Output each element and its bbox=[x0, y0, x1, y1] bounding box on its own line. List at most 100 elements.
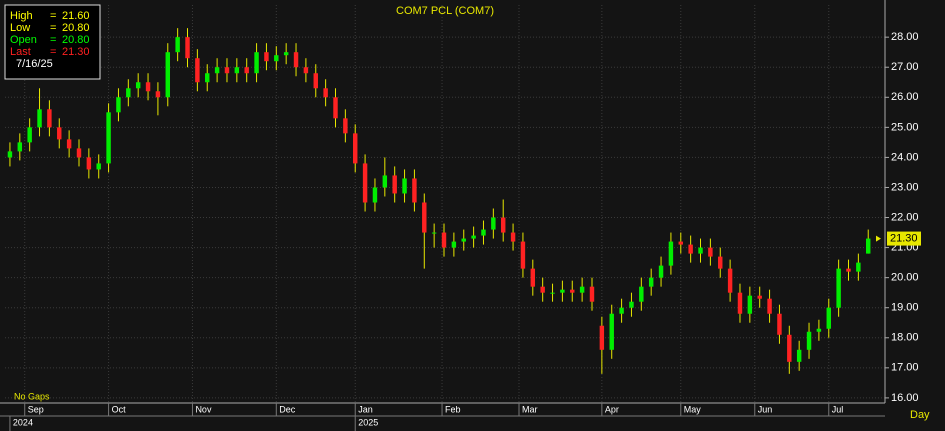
candle-body bbox=[244, 67, 249, 74]
candle-body bbox=[708, 247, 713, 257]
info-name: High bbox=[10, 10, 33, 22]
grid bbox=[5, 5, 885, 403]
candle-body bbox=[491, 217, 496, 230]
candle-body bbox=[599, 325, 605, 350]
candle-body bbox=[727, 268, 733, 293]
x-tick-label: Apr bbox=[605, 404, 619, 414]
candle-body bbox=[767, 298, 772, 314]
candle-body bbox=[106, 112, 111, 164]
candle-body bbox=[412, 178, 417, 203]
candle-body bbox=[402, 178, 407, 194]
info-box-frame bbox=[4, 4, 101, 80]
y-tick-label: 24.00 bbox=[891, 151, 919, 163]
candle-body bbox=[116, 97, 121, 113]
candle-body bbox=[737, 292, 743, 314]
candle-body bbox=[333, 97, 338, 119]
candle-body bbox=[787, 334, 792, 362]
x-tick-label: Feb bbox=[445, 404, 461, 414]
candle-body bbox=[441, 232, 447, 248]
candle-body bbox=[214, 67, 220, 74]
candle-body bbox=[757, 295, 762, 299]
candle-body bbox=[185, 37, 190, 59]
period-label: Day bbox=[910, 409, 930, 421]
candle-body bbox=[500, 217, 506, 233]
candle-body bbox=[96, 163, 101, 170]
x-tick-label: Sep bbox=[28, 404, 44, 414]
candle-body bbox=[579, 286, 585, 293]
candle-body bbox=[777, 313, 782, 335]
last-price-tag bbox=[887, 231, 921, 246]
candle-body bbox=[17, 142, 23, 152]
x-tick-label: Oct bbox=[112, 404, 127, 414]
candle-body bbox=[816, 328, 822, 332]
info-value: 21.60 bbox=[62, 10, 90, 22]
candle-body bbox=[639, 286, 644, 302]
x-tick-label: Jan bbox=[358, 404, 373, 414]
candle-body bbox=[481, 229, 486, 236]
candle-body bbox=[323, 88, 328, 98]
y-tick-label: 18.00 bbox=[891, 332, 919, 344]
candle-body bbox=[27, 127, 32, 143]
candle-body bbox=[126, 88, 131, 98]
x-tick-label: Jun bbox=[758, 404, 773, 414]
candle-body bbox=[747, 295, 753, 314]
candle-body bbox=[648, 277, 654, 287]
last-price-label: 21.30 bbox=[890, 232, 918, 244]
candle-body bbox=[560, 289, 565, 293]
candle-body bbox=[550, 292, 555, 294]
y-tick-label: 28.00 bbox=[891, 31, 919, 43]
candle-body bbox=[155, 91, 161, 98]
candle-body bbox=[806, 331, 812, 350]
candle-body bbox=[678, 241, 684, 245]
candle-body bbox=[205, 73, 210, 83]
info-name: Open bbox=[10, 34, 37, 46]
candle-body bbox=[718, 256, 723, 269]
candle-body bbox=[135, 82, 141, 89]
y-tick-label: 27.00 bbox=[891, 61, 919, 73]
candle-body bbox=[76, 148, 82, 158]
candle-body bbox=[826, 307, 831, 329]
candle-body bbox=[688, 244, 693, 254]
last-price-arrow bbox=[876, 235, 881, 242]
x-tick-label: Dec bbox=[279, 404, 296, 414]
candle-body bbox=[510, 232, 516, 242]
candle-body bbox=[283, 52, 289, 56]
info-date: 7/16/25 bbox=[16, 58, 53, 70]
candle-body bbox=[461, 238, 466, 242]
x-tick-label: Nov bbox=[195, 404, 212, 414]
y-tick-label: 20.00 bbox=[891, 272, 919, 284]
candle-body bbox=[392, 175, 397, 194]
candle-body bbox=[57, 127, 62, 140]
candle-body bbox=[698, 247, 703, 254]
y-tick-label: 26.00 bbox=[891, 91, 919, 103]
candle-body bbox=[431, 232, 437, 234]
info-name: Low bbox=[10, 22, 30, 34]
info-value: 20.80 bbox=[62, 34, 90, 46]
candle-body bbox=[37, 109, 42, 128]
y-tick-label: 22.00 bbox=[891, 211, 919, 223]
x-tick-label: Mar bbox=[522, 404, 538, 414]
candle-body bbox=[303, 67, 309, 74]
info-equals: = bbox=[50, 10, 56, 22]
year-label: 2025 bbox=[358, 417, 378, 427]
y-tick-label: 19.00 bbox=[891, 302, 919, 314]
y-tick-label: 23.00 bbox=[891, 181, 919, 193]
info-equals: = bbox=[50, 34, 56, 46]
x-tick-label: Jul bbox=[832, 404, 844, 414]
candle-body bbox=[86, 157, 92, 170]
candle-body bbox=[570, 289, 575, 293]
candle-body bbox=[7, 151, 13, 158]
candle-body bbox=[195, 58, 200, 83]
candle-body bbox=[471, 235, 476, 239]
candle-body bbox=[796, 349, 802, 362]
no-gaps-note: No Gaps bbox=[14, 391, 50, 401]
candle-body bbox=[313, 73, 318, 89]
info-box: High = 21.60 Low = 20.80 Open = 20.80 Last = 21.30 7… bbox=[4, 4, 101, 80]
candle-body bbox=[264, 52, 269, 62]
candle-body bbox=[224, 67, 230, 74]
candle-body bbox=[836, 268, 841, 308]
candle-body bbox=[362, 163, 368, 203]
candle-body bbox=[866, 238, 871, 254]
